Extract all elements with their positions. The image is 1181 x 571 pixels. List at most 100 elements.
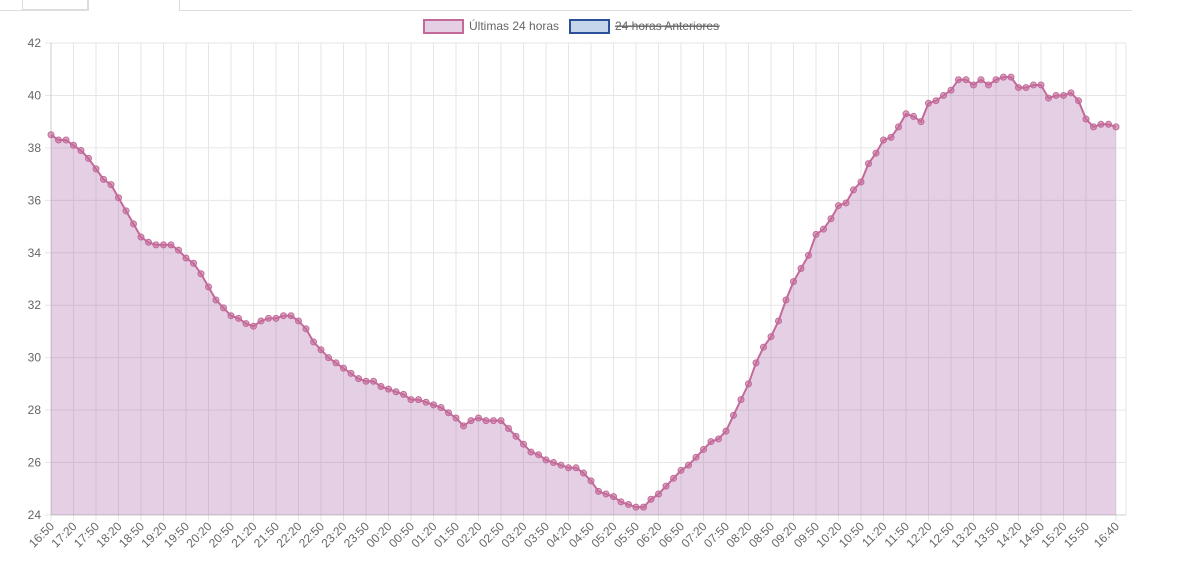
y-tick-label: 42	[28, 36, 42, 50]
data-point	[70, 141, 77, 149]
data-point	[602, 490, 610, 498]
data-point	[985, 81, 992, 89]
data-point	[85, 154, 92, 162]
data-point	[887, 133, 895, 141]
data-point	[1060, 91, 1067, 99]
data-point	[377, 383, 385, 391]
legend-swatch-current[interactable]	[423, 19, 464, 34]
data-point	[265, 314, 272, 322]
chart-legend: Últimas 24 horas 24 horas Anteriores	[423, 18, 720, 34]
y-axis: 24 26 28 30 32 34 36 38 40 42	[28, 36, 42, 522]
data-point	[317, 346, 325, 354]
data-point	[92, 165, 100, 173]
data-point	[167, 241, 175, 249]
legend-swatch-previous[interactable]	[569, 19, 610, 34]
data-point	[850, 186, 857, 194]
data-point	[362, 377, 370, 385]
x-tick-label: 15:50	[1061, 519, 1092, 550]
y-tick-label: 28	[28, 403, 42, 417]
data-point	[347, 369, 355, 377]
data-point	[175, 246, 182, 254]
data-point	[550, 459, 557, 467]
data-point	[722, 427, 730, 435]
data-point	[497, 417, 505, 425]
y-tick-label: 26	[28, 456, 42, 470]
data-point	[115, 194, 122, 202]
y-tick-label: 38	[28, 141, 42, 155]
data-point	[610, 493, 617, 501]
data-point	[917, 118, 925, 126]
data-point	[520, 440, 527, 448]
data-point	[872, 149, 880, 157]
data-point	[557, 461, 565, 469]
legend-label-current[interactable]: Últimas 24 horas	[469, 18, 559, 33]
tab-inactive[interactable]	[22, 0, 88, 10]
data-point	[865, 160, 872, 168]
data-point	[527, 448, 535, 456]
data-point	[1112, 123, 1120, 131]
tab-bar	[0, 0, 1132, 11]
data-point	[595, 487, 602, 495]
data-point	[932, 97, 940, 105]
data-point	[857, 178, 865, 186]
data-point	[227, 312, 235, 320]
data-point	[820, 225, 827, 233]
data-point	[152, 241, 160, 249]
data-point	[385, 385, 392, 393]
data-point	[272, 314, 280, 322]
series-points	[47, 73, 1120, 511]
data-point	[797, 265, 805, 273]
data-point	[1045, 94, 1052, 102]
data-point	[782, 296, 790, 304]
data-point	[415, 396, 422, 404]
data-point	[1052, 91, 1060, 99]
x-tick-label: 10:50	[836, 519, 867, 550]
data-point	[460, 422, 467, 430]
data-point	[910, 112, 917, 120]
data-point	[535, 451, 542, 459]
data-point	[355, 375, 362, 383]
data-point	[55, 136, 62, 144]
data-point	[632, 503, 640, 511]
data-point	[662, 482, 670, 490]
x-tick-label: 11:20	[859, 519, 890, 550]
data-point	[325, 354, 332, 362]
data-point	[565, 464, 572, 472]
data-point	[100, 175, 107, 183]
data-point	[730, 411, 737, 419]
data-point	[107, 181, 115, 189]
data-point	[947, 86, 955, 94]
data-point	[745, 380, 752, 388]
data-point	[752, 359, 760, 367]
data-point	[1037, 81, 1045, 89]
data-point	[617, 498, 625, 506]
data-point	[422, 398, 430, 406]
data-point	[197, 270, 205, 278]
data-point	[775, 317, 782, 325]
data-point	[145, 238, 152, 246]
y-tick-label: 24	[28, 508, 42, 522]
data-point	[452, 414, 460, 422]
data-point	[332, 359, 340, 367]
data-point	[700, 445, 707, 453]
data-point	[467, 417, 475, 425]
data-point	[490, 417, 497, 425]
series-area-fill	[51, 77, 1116, 515]
data-point	[640, 503, 647, 511]
data-point	[1090, 123, 1097, 131]
data-point	[580, 469, 587, 477]
data-point	[1067, 89, 1075, 97]
tab-active[interactable]	[88, 0, 180, 11]
data-point	[160, 241, 167, 249]
data-point	[130, 220, 137, 228]
data-point	[137, 233, 145, 241]
data-point	[475, 414, 482, 422]
data-point	[242, 320, 250, 328]
y-tick-label: 34	[28, 246, 42, 260]
data-point	[407, 396, 415, 404]
data-point	[827, 215, 835, 223]
data-point	[482, 417, 490, 425]
data-point	[1007, 73, 1015, 81]
y-tick-label: 40	[28, 88, 42, 102]
